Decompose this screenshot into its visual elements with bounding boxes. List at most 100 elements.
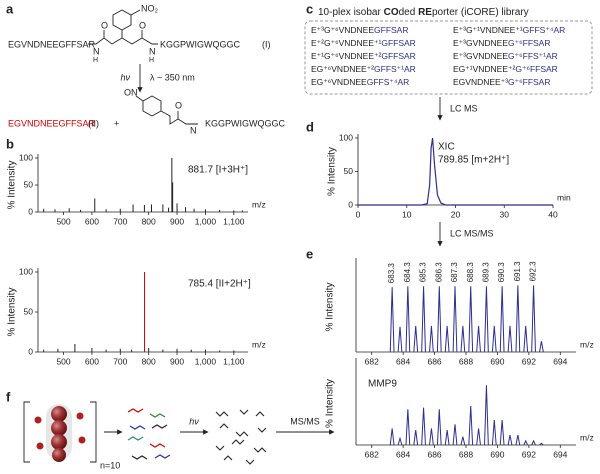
dot bbox=[76, 412, 84, 420]
reporter-part: GFFSAR bbox=[374, 25, 408, 35]
amide-n: N bbox=[190, 125, 197, 135]
x-tick-label: 800 bbox=[142, 216, 156, 226]
ring bbox=[112, 9, 132, 31]
peak bbox=[421, 407, 426, 446]
x-axis-label: m/z bbox=[580, 339, 594, 349]
peak-label: 685.3 bbox=[419, 262, 428, 283]
peak bbox=[499, 286, 505, 353]
x-tick-label: 1,100 bbox=[223, 216, 245, 226]
peak bbox=[491, 325, 497, 353]
y-tick-label: 50 bbox=[24, 179, 34, 189]
x-tick-label: 600 bbox=[85, 356, 99, 366]
peak bbox=[484, 385, 489, 446]
x-tick-label: 686 bbox=[427, 356, 441, 366]
title-part: CO bbox=[384, 7, 399, 18]
sequence-part: EG⁺⁶VNDNEE⁺² bbox=[311, 64, 374, 74]
annotation: 785.4 [II+2H⁺] bbox=[188, 279, 251, 290]
peak bbox=[389, 428, 395, 446]
sequence-part: E⁺³GVNDNEE bbox=[453, 51, 508, 61]
y-tick-label: 0 bbox=[28, 346, 33, 356]
library-entry: E⁺³G⁺⁶VNDNEEGFFSAR bbox=[311, 25, 409, 35]
x-tick-label: 690 bbox=[490, 356, 504, 366]
x-tick-label: 700 bbox=[113, 216, 127, 226]
peak bbox=[397, 326, 403, 353]
ring bbox=[142, 95, 162, 117]
library-box bbox=[304, 20, 593, 95]
title-part: RE bbox=[418, 7, 432, 18]
annotation: MMP9 bbox=[368, 379, 397, 390]
y-tick-label: 50 bbox=[24, 306, 34, 316]
count-label: n=10 bbox=[100, 460, 120, 470]
scheme-a: NO₂ O O N H N H EGVNDNEEGFFSAR KGGPWIGWQ… bbox=[8, 3, 285, 135]
sequence-part: EGVNDNEE⁺³ bbox=[453, 77, 508, 87]
peak bbox=[429, 428, 434, 446]
peak bbox=[531, 439, 536, 446]
x-tick-label: 692 bbox=[522, 356, 536, 366]
peptide: KGGPWIGWQGGC bbox=[160, 39, 240, 49]
peak bbox=[429, 325, 434, 353]
bond bbox=[88, 30, 123, 45]
x-tick-label: 10 bbox=[402, 209, 412, 219]
x-tick-label: 1,100 bbox=[223, 356, 245, 366]
peptide: EGVNDNEEGFFSAR bbox=[8, 118, 96, 128]
peak bbox=[444, 325, 450, 353]
x-tick-label: 0 bbox=[356, 209, 361, 219]
library-entry: E⁺³G⁺¹VNDNEE⁺¹GFFS⁺⁴AR bbox=[453, 25, 565, 35]
y-tick-label: 100 bbox=[339, 132, 353, 142]
sequence-part: E⁺³GVNDNEE bbox=[453, 38, 508, 48]
arrow-label: LC MS/MS bbox=[450, 228, 494, 238]
peak-label: 691.3 bbox=[513, 261, 522, 282]
dot bbox=[78, 436, 86, 444]
library-list: E⁺³G⁺⁶VNDNEEGFFSARE⁺²G⁺⁶VNDNEE⁺¹GFFSARE⁺… bbox=[311, 25, 565, 87]
y-tick-label: 100 bbox=[19, 266, 33, 276]
peak bbox=[460, 325, 466, 353]
x-tick-label: 1,000 bbox=[195, 356, 217, 366]
x-tick-label: 684 bbox=[396, 449, 410, 459]
bond bbox=[135, 95, 144, 102]
peak bbox=[389, 287, 395, 353]
amide-n: N bbox=[149, 46, 156, 56]
dot bbox=[36, 442, 44, 450]
x-tick-label: 700 bbox=[113, 356, 127, 366]
annotation: 789.85 [m+2H⁺] bbox=[438, 155, 509, 166]
peak bbox=[444, 429, 450, 446]
light-label: hν bbox=[189, 416, 199, 426]
x-tick-label: 690 bbox=[490, 449, 504, 459]
x-tick-label: 1,000 bbox=[195, 216, 217, 226]
peak bbox=[405, 409, 411, 446]
sequence-part: E⁺¹G⁺⁶VNDNEE⁺² bbox=[311, 51, 381, 61]
reporter-part: GFFS⁺⁴AR bbox=[367, 77, 410, 87]
peak bbox=[523, 439, 529, 446]
trace bbox=[358, 137, 553, 206]
peak bbox=[436, 286, 442, 353]
reporter-part: GFFSAR bbox=[381, 51, 415, 61]
bead bbox=[51, 406, 67, 422]
bond bbox=[160, 110, 198, 125]
compound-label: (II) bbox=[88, 118, 99, 128]
amide-h: H bbox=[149, 57, 154, 64]
annotation: 881.7 [I+3H⁺] bbox=[188, 165, 248, 176]
sequence-part: E⁺³G⁺¹VNDNEE⁺¹ bbox=[453, 25, 523, 35]
y-axis-label: % Intensity bbox=[7, 161, 18, 210]
peak bbox=[499, 420, 505, 446]
peak bbox=[523, 325, 529, 353]
carbonyl-label: O bbox=[139, 20, 146, 30]
peak-label: 688.3 bbox=[466, 262, 475, 283]
bead bbox=[51, 434, 67, 450]
x-axis-label: m/z bbox=[252, 339, 266, 349]
reporter-part: G⁺⁶FFSAR bbox=[515, 64, 557, 74]
y-axis-label: % Intensity bbox=[325, 379, 336, 428]
x-tick-label: 500 bbox=[56, 356, 70, 366]
carbonyl-label: O bbox=[175, 100, 182, 110]
x-tick-label: 692 bbox=[522, 449, 536, 459]
peak bbox=[397, 436, 403, 446]
reporter-part: G⁺⁶FFSAR bbox=[508, 38, 550, 48]
panel-label: e bbox=[306, 246, 313, 261]
panel-label: c bbox=[306, 1, 313, 16]
peak bbox=[476, 325, 481, 353]
y-axis-label: % Intensity bbox=[327, 147, 338, 196]
peak bbox=[507, 325, 513, 353]
bracket bbox=[23, 401, 97, 463]
peak bbox=[405, 286, 411, 353]
panel-label: b bbox=[6, 136, 14, 151]
